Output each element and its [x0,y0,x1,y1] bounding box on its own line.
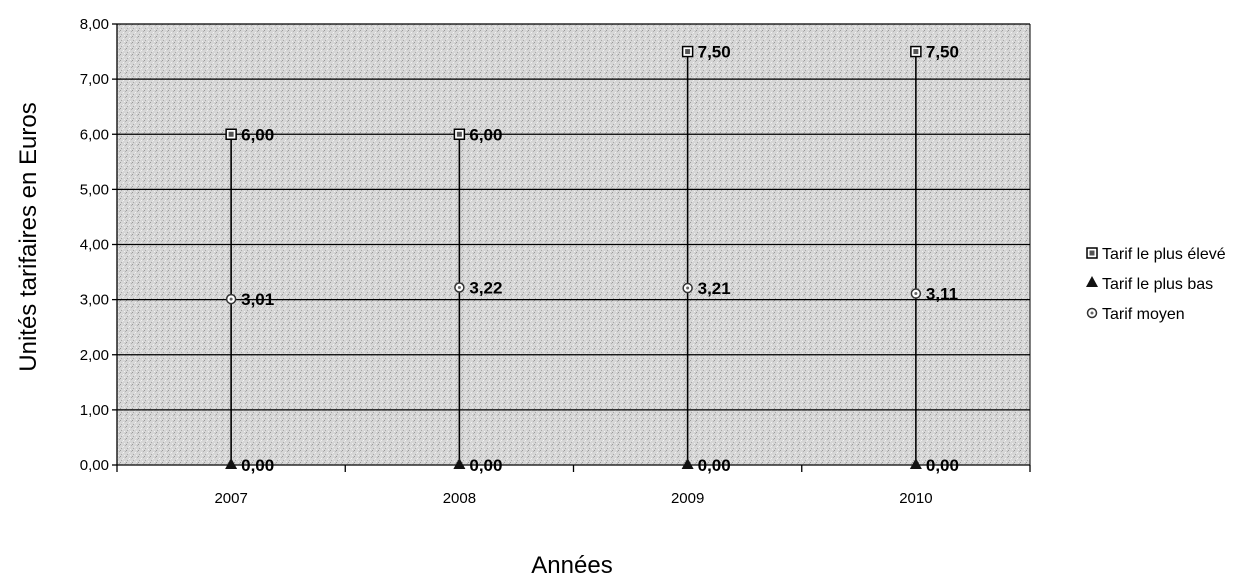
legend-item-low: Tarif le plus bas [1086,276,1213,293]
high-data-label: 6,00 [469,125,502,144]
circle-marker-core [457,285,461,289]
low-marker [909,458,922,469]
low-marker [681,458,694,469]
low-data-label: 0,00 [469,456,502,475]
square-marker-core [1089,250,1095,256]
circle-marker-core [914,292,918,296]
mean-data-label: 3,01 [241,290,274,309]
low-data-label: 0,00 [926,456,959,475]
legend-marker-mean [1086,307,1098,319]
data-labels: 6,00 6,00 7,50 7,50 0,00 0,00 0,00 0,00 3,01 3,22… [241,43,959,475]
circle-marker-core [686,286,690,290]
data-markers [225,45,922,469]
legend-label-mean: Tarif moyen [1102,306,1185,323]
legend-marker-low [1086,276,1098,287]
circle-marker-core [229,297,233,301]
legend-label-high: Tarif le plus élevé [1102,246,1226,263]
low-marker [225,458,238,469]
high-marker [681,45,694,58]
legend: Tarif le plus élevé Tarif le plus bas Tari… [1086,246,1226,323]
low-data-label: 0,00 [698,456,731,475]
y-tick-label: 0,00 [80,457,109,474]
y-tick-labels: 0,00 1,00 2,00 3,00 4,00 5,00 6,00 7,00 8,00 [80,16,109,474]
y-tick-label: 7,00 [80,71,109,88]
x-tick-label: 2007 [214,490,247,507]
x-axis-title: Années [531,552,612,579]
mean-data-label: 3,22 [469,278,502,297]
gridlines [117,23,1030,411]
high-data-label: 6,00 [241,125,274,144]
square-marker-core [228,131,234,137]
high-marker [225,128,237,140]
x-tick-label: 2009 [671,490,704,507]
legend-label-low: Tarif le plus bas [1102,276,1213,293]
square-marker-core [685,49,691,55]
square-marker-core [456,131,462,137]
low-data-label: 0,00 [241,456,274,475]
x-tick-labels: 2007 2008 2009 2010 [214,490,932,507]
low-marker [453,458,466,469]
y-axis-title: Unités tarifaires en Euros [15,102,42,371]
mean-marker [225,293,237,305]
mean-marker [910,288,922,299]
high-marker [910,45,922,58]
y-tick-label: 1,00 [80,402,109,419]
y-tick-label: 6,00 [80,126,109,143]
y-tick-label: 5,00 [80,181,109,198]
high-marker [453,128,466,140]
circle-marker-core [1090,311,1094,315]
y-tick-label: 8,00 [80,16,109,33]
mean-marker [682,282,693,294]
x-tick-label: 2010 [899,490,932,507]
y-tick-label: 4,00 [80,237,109,254]
mean-data-label: 3,11 [926,285,958,304]
y-tick-label: 3,00 [80,292,109,309]
legend-marker-high [1086,247,1098,259]
legend-item-high: Tarif le plus élevé [1086,246,1226,263]
square-marker-core [913,49,919,55]
high-data-label: 7,50 [926,43,959,62]
mean-marker [454,282,465,293]
axes [112,23,1031,472]
y-tick-label: 2,00 [80,347,109,364]
legend-item-mean: Tarif moyen [1086,306,1185,323]
x-tick-label: 2008 [443,490,476,507]
mean-data-label: 3,21 [698,279,731,298]
high-data-label: 7,50 [698,43,731,62]
